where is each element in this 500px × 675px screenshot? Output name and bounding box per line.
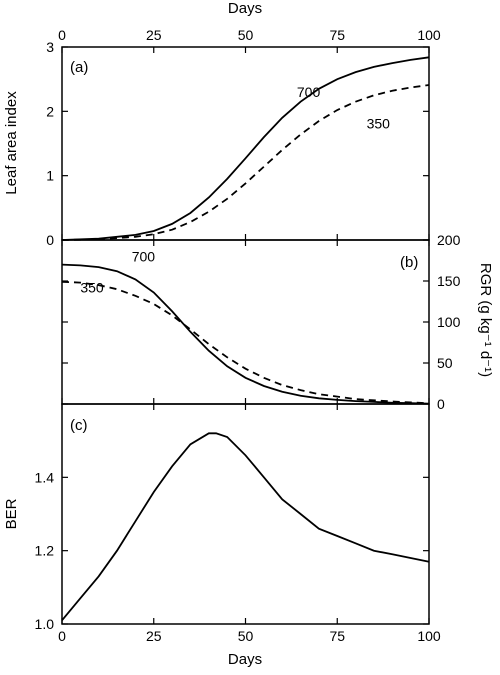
bottom-x-tick-label: 50 — [238, 628, 254, 644]
top-x-axis-title: Days — [228, 0, 262, 17]
top-x-axis: Days — [228, 0, 262, 17]
panel-a-series-label-700: 700 — [297, 84, 321, 100]
panel-a-y-tick-label: 1 — [46, 168, 54, 184]
panel-c-frame — [61, 403, 430, 625]
panel-a-series-label-350: 350 — [367, 116, 391, 132]
panel-b-tag: (b) — [400, 254, 418, 271]
panel-a-series-700-solid — [61, 56, 430, 241]
panel-c-y-axis-title: BER — [3, 498, 20, 529]
panel-a-y-tick-label: 0 — [46, 232, 54, 248]
panel-b-y-tick-label: 50 — [437, 355, 453, 371]
panel-a-y-tick-label: 3 — [46, 39, 54, 55]
panel-a-series-350-dashed — [61, 84, 430, 241]
panel-b-y-tick-label: 100 — [437, 314, 461, 330]
panel-c-y-tick-label: 1.0 — [35, 616, 55, 632]
top-x-tick-label: 25 — [146, 27, 162, 43]
panel-a-frame — [61, 46, 430, 241]
bottom-x-tick-label: 25 — [146, 628, 162, 644]
panel-b-series-350-dashed — [61, 280, 430, 405]
panel-b-frame — [61, 239, 430, 405]
panel-b-y-tick-label: 150 — [437, 273, 461, 289]
top-x-tick-label: 0 — [58, 27, 66, 43]
bottom-x-axis-title: Days — [228, 651, 262, 668]
panel-b-y-axis-title: RGR (g kg⁻¹ d⁻¹) — [477, 263, 494, 377]
panel-b-y-tick-label: 200 — [437, 232, 461, 248]
panel-c-tag: (c) — [70, 417, 88, 434]
panel-c-y-tick-label: 1.4 — [35, 469, 55, 485]
panel-b-series-label-350: 350 — [80, 279, 104, 295]
panel-c-y-tick-label: 1.2 — [35, 543, 55, 559]
panel-c-series-line-solid — [61, 432, 430, 621]
panel-b-y-tick-label: 0 — [437, 396, 445, 412]
panel-a-tag: (a) — [70, 59, 88, 76]
panel-a-y-tick-label: 2 — [46, 103, 54, 119]
bottom-x-tick-label: 75 — [329, 628, 345, 644]
top-x-tick-label: 50 — [238, 27, 254, 43]
tick-labels: 0025255050757510010001230501001502001.01… — [35, 27, 461, 644]
panel-a-y-axis-title: Leaf area index — [3, 91, 20, 195]
series-annotations: 700 350 700 350 — [80, 84, 390, 295]
tick-marks — [61, 46, 430, 625]
top-x-tick-label: 100 — [417, 27, 441, 43]
bottom-x-tick-label: 100 — [417, 628, 441, 644]
top-x-tick-label: 75 — [329, 27, 345, 43]
panel-b-series-label-700: 700 — [132, 248, 156, 264]
series-layer — [61, 56, 430, 621]
bottom-x-tick-label: 0 — [58, 628, 66, 644]
panel-b-series-700-solid — [61, 263, 430, 405]
